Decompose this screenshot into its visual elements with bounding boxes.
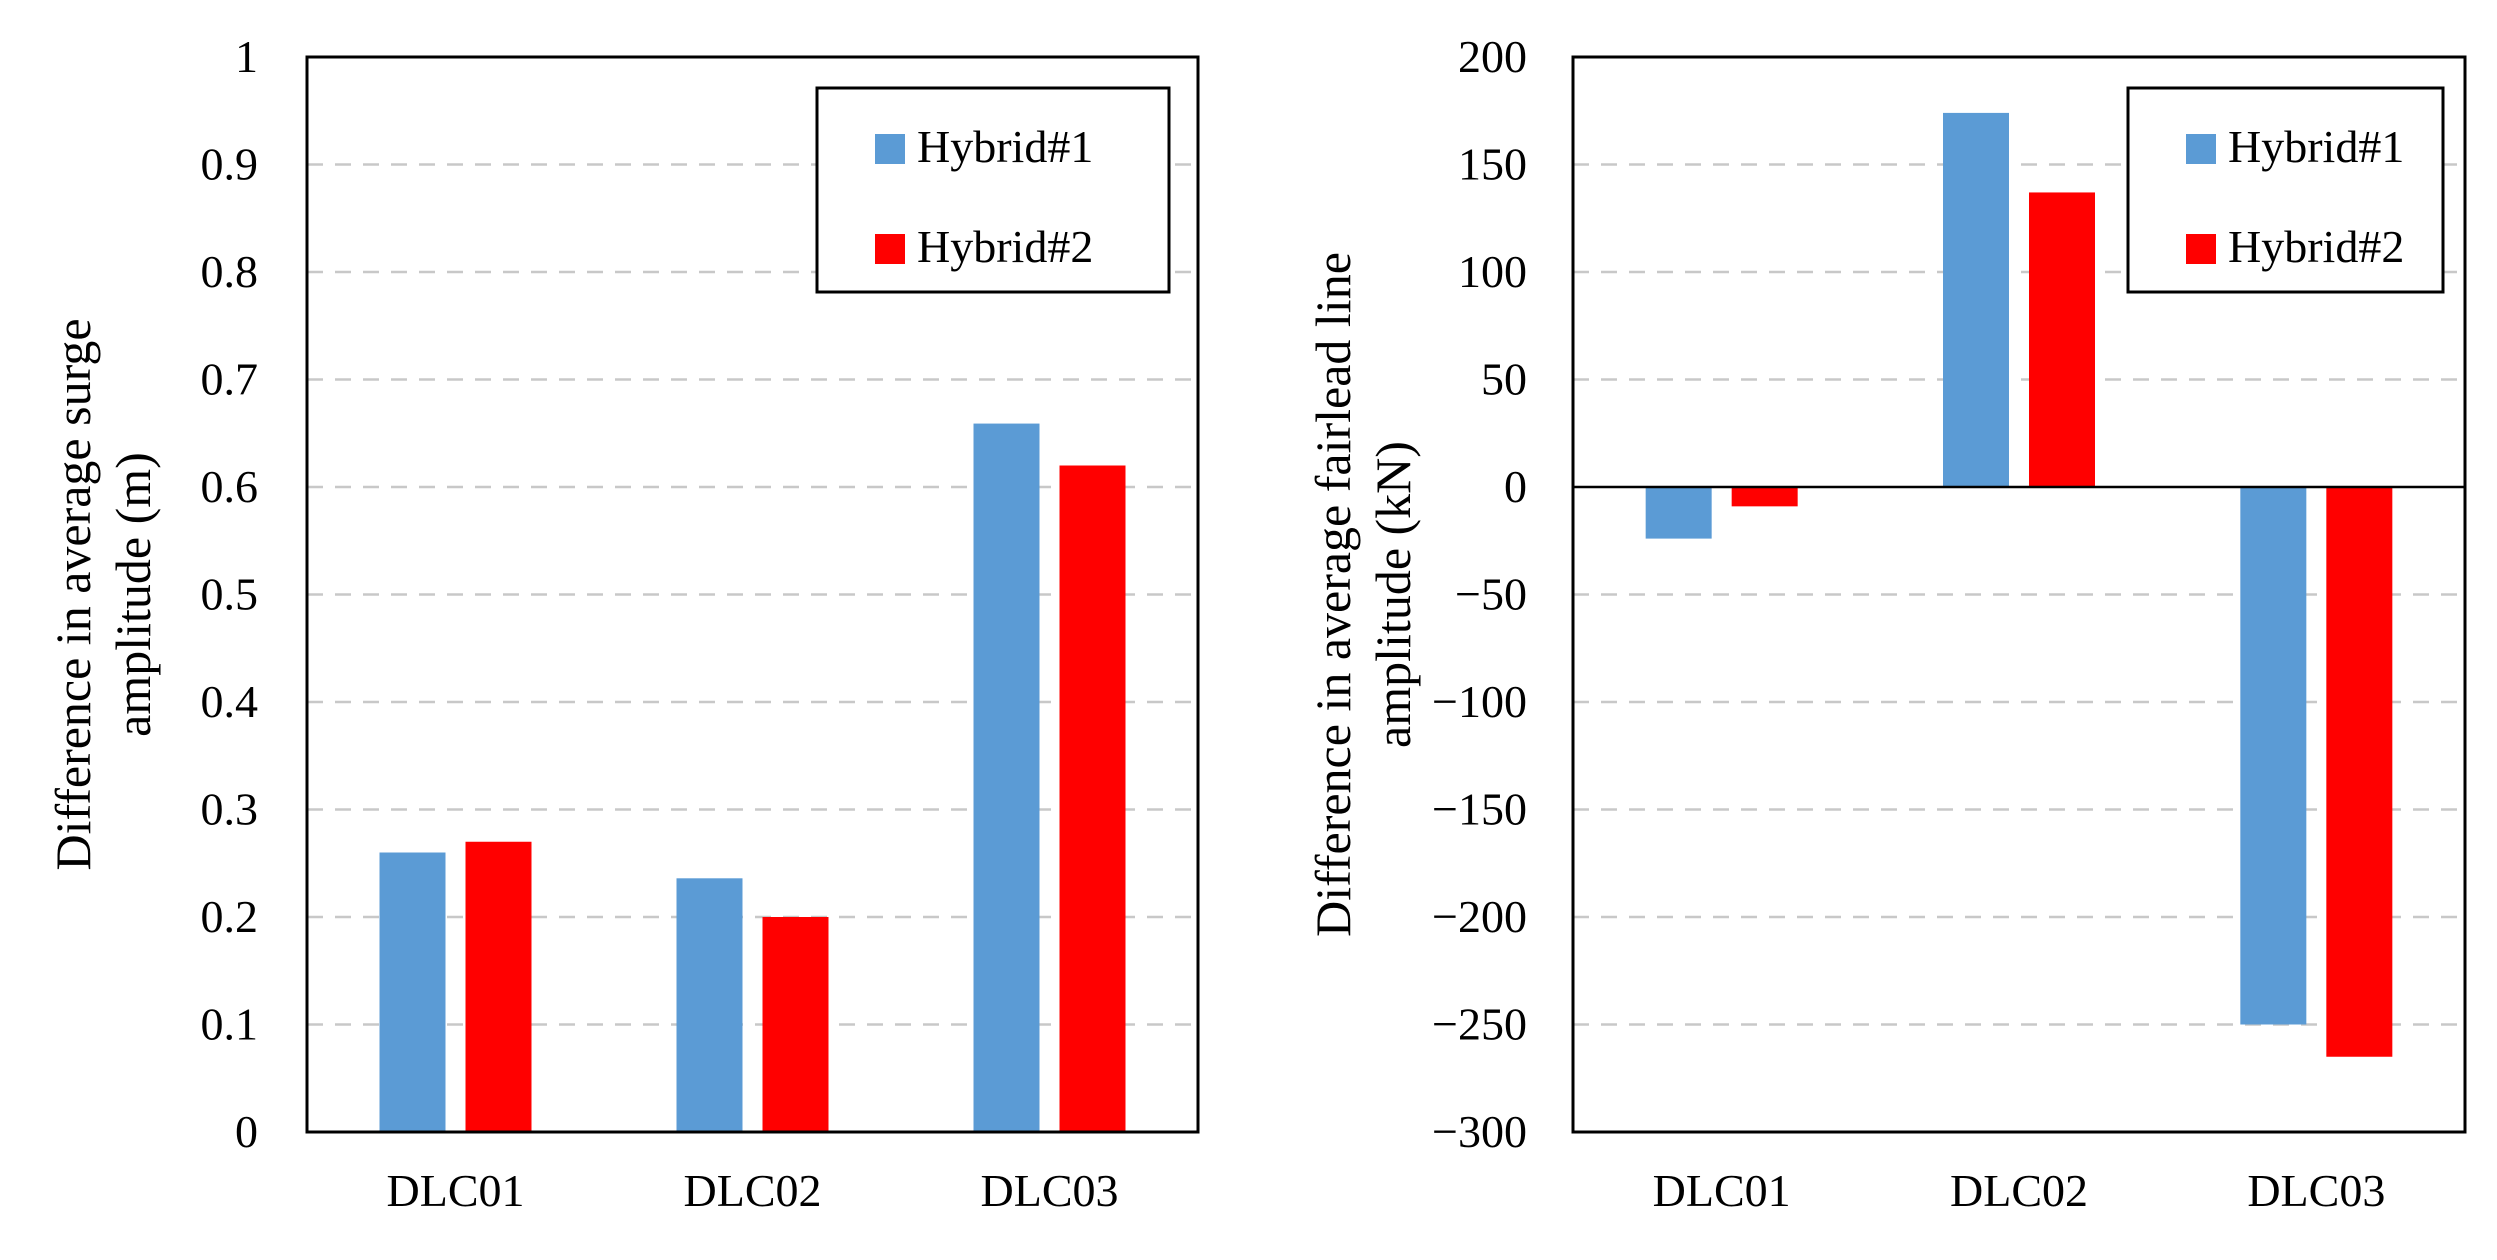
y-tick-label: −100 [1432,676,1527,727]
x-tick-label: DLC02 [1950,1165,2088,1216]
y-tick-label: −300 [1432,1106,1527,1157]
bar [973,423,1040,1132]
legend: Hybrid#1 Hybrid#2 [2126,86,2445,294]
y-tick-label: 1 [235,31,258,82]
y-tick-label: 0.2 [201,891,259,942]
y-tick-label: 200 [1458,31,1527,82]
y-tick-label: 0.9 [201,139,259,190]
legend-label: Hybrid#2 [2228,221,2404,272]
y-tick-label: 0.6 [201,461,259,512]
legend-swatch [2186,134,2216,164]
y-tick-label: −150 [1432,784,1527,835]
bar [379,852,446,1132]
bar [762,917,829,1132]
legend-swatch [875,234,905,264]
chart-1: DLC01 DLC02 DLC03 0 0.1 0.2 0.3 0.4 0.5 0.6 0.7 0.8… [45,31,1200,1216]
x-tick-label: DLC01 [1653,1165,1791,1216]
legend-label: Hybrid#1 [2228,121,2404,172]
bar [2240,487,2307,1025]
bar [1059,465,1126,1132]
y-tick-label: −250 [1432,999,1527,1050]
y-axis-title-line: Difference in average surge [45,318,101,870]
legend-label: Hybrid#2 [917,221,1093,272]
x-tick-label: DLC03 [981,1165,1119,1216]
y-axis-title-line: amplitude (kN) [1365,441,1421,748]
bar [1645,487,1712,539]
legend: Hybrid#1 Hybrid#2 [815,86,1171,294]
plot-frame [1571,55,2467,1134]
y-tick-label: 0.1 [201,999,259,1050]
plot-frame [305,55,1200,1134]
y-tick-label: 0 [1504,461,1527,512]
x-tick-label: DLC01 [387,1165,525,1216]
y-tick-label: 0.7 [201,354,259,405]
y-tick-label: −200 [1432,891,1527,942]
y-axis-title: Difference in average fairlead lineampli… [1305,252,1421,937]
chart-2: DLC01 DLC02 DLC03 −300 −250 −200 −150 −100 −50 0 5… [1305,31,2467,1216]
y-tick-label: 100 [1458,246,1527,297]
bar [676,878,743,1132]
legend-label: Hybrid#1 [917,121,1093,172]
legend-box [2126,86,2445,294]
y-tick-label: 150 [1458,139,1527,190]
x-tick-label: DLC03 [2247,1165,2385,1216]
y-tick-label: −50 [1455,569,1527,620]
bar [465,841,532,1132]
y-tick-label: 0.4 [201,676,259,727]
y-tick-label: 0 [235,1106,258,1157]
y-axis-title-line: amplitude (m) [105,452,161,737]
y-axis-title-line: Difference in average fairlead line [1305,252,1361,937]
legend-swatch [2186,234,2216,264]
y-tick-label: 0.8 [201,246,259,297]
y-tick-label: 50 [1481,354,1527,405]
y-tick-label: 0.5 [201,569,259,620]
bar [1943,112,2009,488]
bar [1731,487,1798,507]
legend-swatch [875,134,905,164]
bar [2029,192,2095,487]
y-tick-label: 0.3 [201,784,259,835]
y-axis-title: Difference in average surgeamplitude (m) [45,318,161,870]
x-tick-label: DLC02 [684,1165,822,1216]
bar [2326,487,2393,1057]
